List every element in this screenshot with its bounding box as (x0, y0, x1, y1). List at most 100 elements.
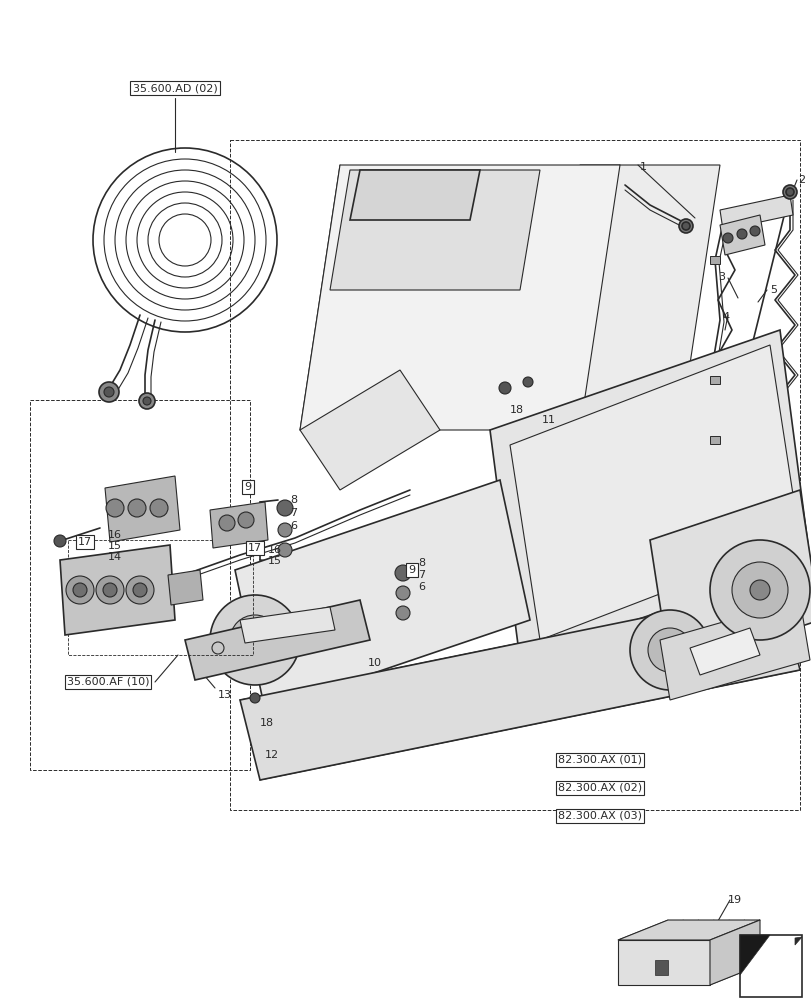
Bar (739, 935, 801, 997)
Circle shape (247, 632, 263, 648)
Polygon shape (210, 502, 268, 548)
Bar (68, 540, 253, 655)
Polygon shape (489, 330, 809, 660)
Text: 10: 10 (367, 658, 381, 668)
Polygon shape (168, 570, 203, 605)
Polygon shape (234, 480, 530, 710)
Text: 1: 1 (639, 162, 646, 172)
Polygon shape (709, 256, 719, 264)
Text: 82.300.AX (01): 82.300.AX (01) (557, 755, 642, 765)
Circle shape (731, 562, 787, 618)
Circle shape (66, 576, 94, 604)
Text: 15: 15 (268, 556, 281, 566)
Circle shape (394, 565, 410, 581)
Text: 8: 8 (290, 495, 297, 505)
Circle shape (522, 377, 532, 387)
Polygon shape (329, 170, 539, 290)
Text: 82.300.AX (02): 82.300.AX (02) (557, 783, 642, 793)
Circle shape (73, 583, 87, 597)
Text: 6: 6 (418, 582, 424, 592)
Circle shape (99, 382, 119, 402)
Text: 16: 16 (108, 530, 122, 540)
Text: 5: 5 (769, 285, 776, 295)
Bar (230, 140, 799, 810)
Polygon shape (509, 345, 799, 640)
Polygon shape (659, 600, 809, 700)
Polygon shape (649, 490, 811, 670)
Text: 8: 8 (418, 558, 425, 568)
Circle shape (396, 606, 410, 620)
Polygon shape (299, 165, 620, 430)
Circle shape (782, 185, 796, 199)
Polygon shape (60, 545, 175, 635)
Polygon shape (794, 937, 801, 945)
Text: 3: 3 (717, 272, 724, 282)
Circle shape (277, 500, 293, 516)
Polygon shape (709, 436, 719, 444)
Circle shape (678, 219, 692, 233)
Polygon shape (185, 600, 370, 680)
Polygon shape (689, 628, 759, 675)
Circle shape (709, 540, 809, 640)
Circle shape (250, 693, 260, 703)
Polygon shape (719, 215, 764, 255)
Text: 9: 9 (408, 565, 415, 575)
Polygon shape (654, 960, 667, 975)
Text: 35.600.AD (02): 35.600.AD (02) (132, 83, 217, 93)
Text: 2: 2 (797, 175, 805, 185)
Text: 17: 17 (78, 537, 92, 547)
Text: 82.300.AX (03): 82.300.AX (03) (557, 811, 642, 821)
Circle shape (103, 583, 117, 597)
Circle shape (128, 499, 146, 517)
Circle shape (96, 576, 124, 604)
Circle shape (647, 628, 691, 672)
Text: 9: 9 (244, 482, 251, 492)
Circle shape (133, 583, 147, 597)
Circle shape (219, 515, 234, 531)
Circle shape (139, 393, 155, 409)
Circle shape (143, 397, 151, 405)
Circle shape (749, 226, 759, 236)
Text: 11: 11 (541, 415, 556, 425)
Circle shape (150, 499, 168, 517)
Circle shape (681, 222, 689, 230)
Circle shape (106, 499, 124, 517)
Text: 35.600.AF (10): 35.600.AF (10) (67, 677, 149, 687)
Polygon shape (240, 590, 799, 780)
Text: 17: 17 (247, 543, 262, 553)
Polygon shape (719, 195, 792, 230)
Polygon shape (617, 940, 709, 985)
Text: 13: 13 (217, 690, 232, 700)
Circle shape (54, 535, 66, 547)
Polygon shape (617, 920, 759, 940)
Circle shape (629, 610, 709, 690)
Polygon shape (739, 935, 769, 975)
Bar (30, 400, 250, 770)
Text: 12: 12 (264, 750, 279, 760)
Text: 7: 7 (290, 508, 297, 518)
Text: 19: 19 (727, 895, 741, 905)
Text: 4: 4 (721, 312, 728, 322)
Text: 7: 7 (418, 570, 425, 580)
Polygon shape (240, 607, 335, 643)
Circle shape (230, 615, 280, 665)
Polygon shape (299, 370, 440, 490)
Circle shape (722, 233, 732, 243)
Polygon shape (709, 376, 719, 384)
Circle shape (736, 229, 746, 239)
Circle shape (238, 512, 254, 528)
Text: 14: 14 (108, 552, 122, 562)
Polygon shape (350, 170, 479, 220)
Polygon shape (105, 476, 180, 542)
Circle shape (210, 595, 299, 685)
Circle shape (277, 523, 292, 537)
Text: 15: 15 (108, 541, 122, 551)
Text: 16: 16 (268, 545, 281, 555)
Polygon shape (539, 165, 719, 430)
Text: 18: 18 (260, 718, 274, 728)
Circle shape (277, 543, 292, 557)
Text: 6: 6 (290, 521, 297, 531)
Circle shape (785, 188, 793, 196)
Polygon shape (709, 920, 759, 985)
Circle shape (396, 586, 410, 600)
